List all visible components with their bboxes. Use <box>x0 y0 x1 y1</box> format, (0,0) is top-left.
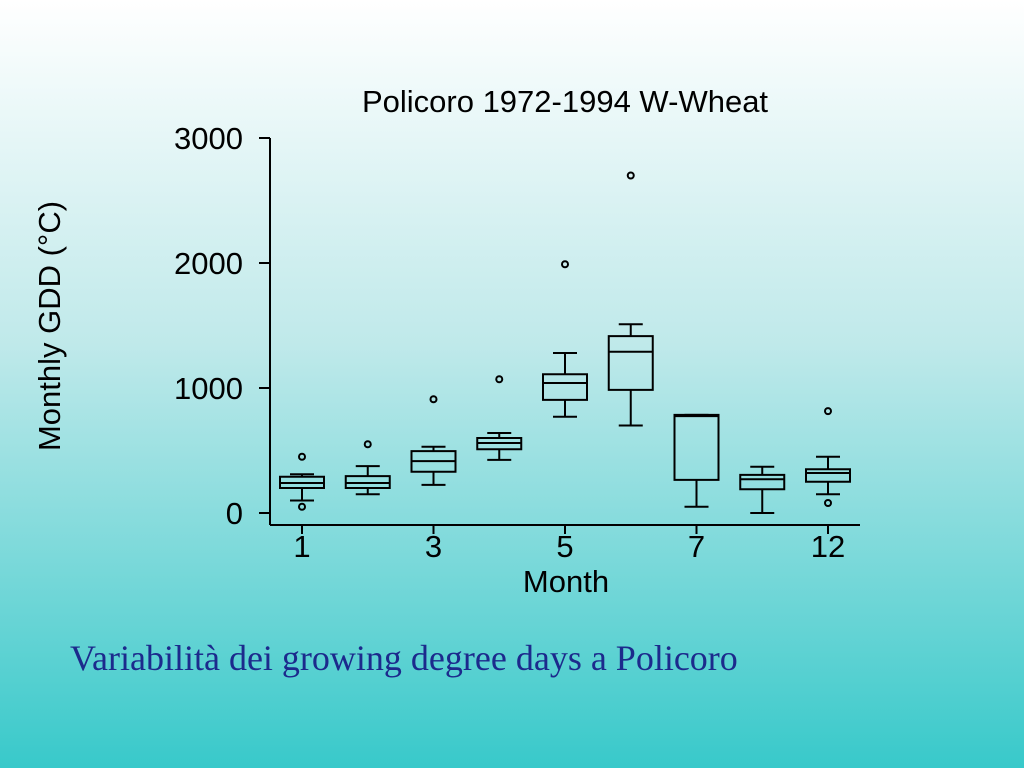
y-tick-label: 1000 <box>174 371 243 406</box>
x-tick-label: 12 <box>811 529 845 564</box>
x-tick-label: 3 <box>425 529 442 564</box>
box <box>805 468 851 483</box>
y-axis-label: Monthly GDD (°C) <box>32 201 67 451</box>
outlier <box>626 171 635 180</box>
box <box>739 473 786 491</box>
chart-title: Policoro 1972-1994 W-Wheat <box>362 84 768 119</box>
outlier <box>363 440 372 449</box>
x-tick-label: 7 <box>688 529 705 564</box>
y-tick-label: 0 <box>226 496 243 531</box>
outlier <box>561 260 569 269</box>
x-tick-label: 5 <box>556 529 573 564</box>
x-axis-label: Month <box>523 564 609 599</box>
outlier <box>824 407 832 416</box>
outlier <box>298 502 306 511</box>
outlier <box>429 395 438 404</box>
box <box>673 413 720 481</box>
box <box>607 335 654 391</box>
x-tick-label: 1 <box>293 529 310 564</box>
y-tick-label: 3000 <box>174 121 243 156</box>
outlier <box>298 452 306 461</box>
outlier <box>495 375 504 384</box>
outlier <box>824 499 832 507</box>
box <box>542 373 588 401</box>
caption: Variabilità dei growing degree days a Po… <box>70 638 738 678</box>
y-tick-label: 2000 <box>174 246 243 281</box>
